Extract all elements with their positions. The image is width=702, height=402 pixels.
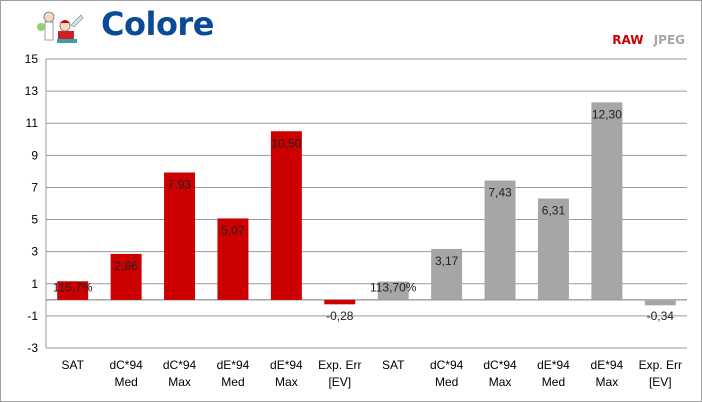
bar-raw (217, 218, 249, 300)
x-tick-label: [EV] (328, 375, 351, 389)
bar-jpeg (644, 299, 676, 306)
x-tick-label: Max (275, 375, 298, 389)
y-tick-label: 7 (31, 180, 38, 194)
bar-raw (110, 253, 142, 300)
x-tick-label: dC*94 (483, 358, 517, 372)
data-label: 10,50 (271, 136, 301, 150)
bar-raw (324, 299, 356, 305)
y-tick-label: 3 (31, 245, 38, 259)
y-tick-label: 5 (31, 213, 38, 227)
data-label: -0,28 (326, 309, 354, 323)
bar-jpeg (377, 281, 409, 300)
x-tick-label: dC*94 (163, 358, 197, 372)
y-tick-label: 1 (31, 277, 38, 291)
data-label: 115,7% (53, 280, 93, 294)
x-tick-label: Exp. Err (318, 358, 361, 372)
x-tick-label: dE*94 (537, 358, 570, 372)
x-tick-label: Exp. Err (639, 358, 682, 372)
bar-raw (164, 172, 196, 300)
bar-raw (57, 281, 89, 300)
data-label: 113,70% (370, 281, 417, 295)
y-tick-label: -3 (27, 341, 38, 355)
x-tick-label: Max (168, 375, 191, 389)
y-tick-label: 13 (25, 84, 39, 98)
data-label: 7,43 (488, 186, 512, 200)
x-tick-label: Med (114, 375, 137, 389)
logo-icon (37, 11, 84, 43)
data-label: 3,17 (435, 254, 459, 268)
legend-jpeg: JPEG (653, 33, 685, 47)
data-label: 2,86 (114, 259, 138, 273)
bar-jpeg (484, 180, 516, 300)
x-tick-label: Med (435, 375, 458, 389)
x-tick-label: [EV] (649, 375, 672, 389)
bar-jpeg (537, 198, 569, 300)
x-tick-label: Med (221, 375, 244, 389)
x-tick-label: Max (596, 375, 619, 389)
x-tick-label: dE*94 (270, 358, 303, 372)
legend: RAW JPEG (606, 33, 685, 47)
x-tick-label: dE*94 (591, 358, 624, 372)
x-tick-label: SAT (61, 358, 84, 372)
y-tick-label: 9 (31, 148, 38, 162)
data-label: 6,31 (542, 204, 566, 218)
bar-jpeg (431, 248, 463, 300)
x-tick-label: dC*94 (430, 358, 464, 372)
bar-jpeg (591, 102, 623, 300)
y-tick-label: 15 (25, 52, 39, 66)
y-tick-label: 11 (26, 116, 39, 130)
data-label: 12,30 (592, 107, 622, 121)
chart-title: Colore (101, 5, 214, 43)
data-label: 7,93 (168, 178, 192, 192)
x-tick-label: dC*94 (109, 358, 143, 372)
y-tick-label: -1 (27, 309, 38, 323)
data-label: 5,07 (221, 223, 245, 237)
x-tick-label: Med (542, 375, 565, 389)
legend-raw: RAW (612, 33, 644, 47)
data-label: -0,34 (647, 309, 675, 323)
x-tick-label: Max (489, 375, 512, 389)
x-tick-label: SAT (382, 358, 405, 372)
bar-raw (270, 131, 302, 300)
x-tick-label: dE*94 (217, 358, 250, 372)
